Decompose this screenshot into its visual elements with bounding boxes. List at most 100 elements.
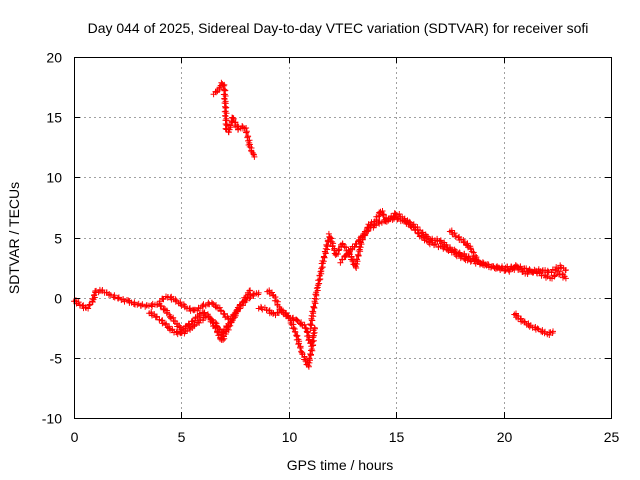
y-tick-label: -10: [42, 411, 62, 427]
data-point: [174, 328, 181, 335]
series-sofi-trace-8: [337, 214, 569, 276]
data-point: [291, 328, 298, 335]
data-point: [310, 308, 317, 315]
x-tick-label: 25: [604, 429, 620, 445]
data-point: [85, 305, 92, 312]
data-point: [426, 238, 432, 245]
data-point: [472, 252, 479, 259]
data-point: [544, 267, 551, 274]
data-point: [302, 325, 309, 331]
data-point: [562, 275, 569, 282]
data-point: [412, 227, 419, 233]
data-point: [339, 256, 346, 263]
y-tick-label: 5: [54, 231, 62, 247]
data-point: [461, 256, 468, 262]
data-point: [451, 230, 458, 237]
chart-title: Day 044 of 2025, Sidereal Day-to-day VTE…: [88, 20, 589, 36]
x-tick-label: 20: [497, 429, 513, 445]
data-point: [337, 259, 344, 266]
data-point: [354, 251, 361, 258]
tick-labels: 0 5 10 15 20 25 -10 -5 0 5 10 15 20: [42, 50, 620, 446]
data-point: [307, 340, 314, 347]
series-sofi-trace-10: [511, 310, 556, 338]
data-point: [307, 321, 314, 327]
data-point: [551, 273, 558, 280]
data-point: [538, 272, 545, 279]
data-point: [297, 344, 303, 351]
data-point: [242, 295, 249, 301]
data-point: [251, 153, 258, 160]
data-point: [317, 268, 324, 275]
data-point: [216, 304, 223, 311]
x-tick-label: 5: [178, 429, 186, 445]
data-point: [311, 324, 318, 331]
series-sofi-trace-6: [264, 287, 314, 347]
data-point: [250, 151, 257, 158]
data-point: [218, 307, 225, 314]
data-point: [294, 332, 301, 339]
y-tick-label: -5: [50, 351, 63, 367]
grid-lines: [74, 57, 611, 418]
data-point: [221, 311, 228, 318]
data-point: [354, 256, 360, 263]
data-point: [138, 302, 145, 309]
data-point: [313, 285, 320, 292]
data-point: [152, 314, 159, 321]
data-point: [219, 329, 226, 336]
data-point: [562, 267, 569, 273]
data-point: [75, 299, 82, 306]
data-point: [306, 355, 313, 362]
data-point: [216, 85, 223, 92]
series-sofi-trace-9: [446, 227, 481, 265]
data-point: [209, 317, 215, 324]
data-point: [339, 240, 346, 247]
series-sofi-trace-2: [146, 287, 254, 338]
data-point: [415, 230, 422, 237]
data-point: [342, 252, 349, 259]
series-sofi-trace-4: [210, 79, 258, 160]
data-point: [474, 258, 481, 265]
axis-ticks: [74, 57, 612, 419]
y-tick-label: 15: [46, 110, 62, 126]
data-point: [382, 218, 389, 225]
data-point: [467, 245, 474, 252]
data-point: [213, 89, 220, 96]
data-point: [396, 211, 403, 217]
x-tick-label: 15: [389, 429, 405, 445]
data-point: [310, 337, 317, 344]
data-point: [243, 129, 250, 136]
data-point: [325, 230, 332, 237]
data-point: [224, 323, 231, 330]
data-point: [534, 325, 541, 332]
data-point: [394, 216, 401, 223]
data-point: [294, 317, 300, 323]
data-point: [335, 247, 342, 254]
data-point: [375, 213, 382, 220]
data-point: [115, 295, 122, 302]
data-point: [317, 276, 324, 282]
data-point: [230, 312, 237, 319]
data-point: [351, 244, 358, 251]
y-axis-label: SDTVAR / TECUs: [6, 182, 22, 294]
x-tick-label: 0: [71, 429, 79, 445]
data-point: [307, 351, 314, 357]
data-point: [399, 217, 406, 224]
data-point: [208, 299, 215, 306]
y-tick-label: 20: [46, 50, 62, 66]
data-point: [311, 295, 318, 302]
x-axis-label: GPS time / hours: [287, 457, 394, 473]
y-tick-label: 0: [54, 291, 62, 307]
series-sofi-trace-3: [156, 293, 232, 323]
data-point: [517, 263, 524, 270]
data-point: [225, 316, 232, 323]
data-point: [548, 269, 555, 276]
data-point: [247, 287, 254, 294]
data-point: [212, 319, 219, 326]
data-series: [71, 79, 569, 370]
data-point: [243, 128, 250, 135]
data-point: [167, 314, 174, 321]
data-point: [353, 265, 360, 271]
data-point: [310, 303, 317, 310]
y-tick-label: 10: [46, 170, 62, 186]
data-point: [308, 322, 315, 329]
